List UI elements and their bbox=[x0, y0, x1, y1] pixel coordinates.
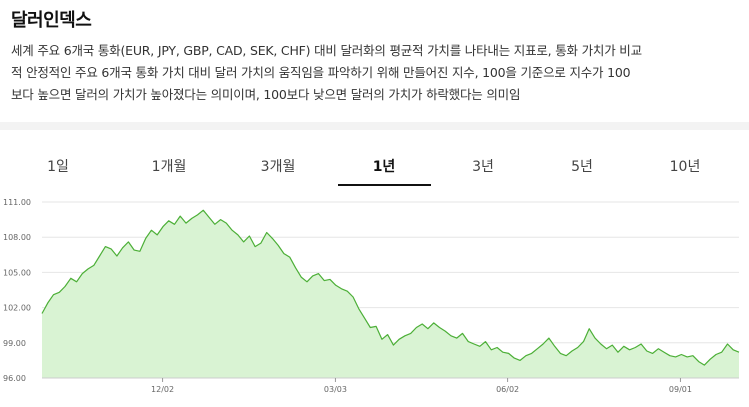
section-divider bbox=[0, 122, 749, 130]
y-tick-label: 96.00 bbox=[3, 374, 26, 383]
tab-1m[interactable]: 1개월 bbox=[151, 159, 187, 175]
y-tick-label: 111.00 bbox=[3, 198, 31, 207]
tab-1y[interactable]: 1년 bbox=[372, 159, 396, 175]
description-line: 세계 주요 6개국 통화(EUR, JPY, GBP, CAD, SEK, CH… bbox=[11, 43, 642, 58]
page-title: 달러인덱스 bbox=[11, 10, 92, 31]
x-tick-label: 03/03 bbox=[324, 385, 347, 394]
description-line: 적 안정적인 주요 6개국 통화 가치 대비 달러 가치의 움직임을 파악하기 … bbox=[11, 65, 631, 80]
tab-5y[interactable]: 5년 bbox=[571, 159, 593, 175]
series-area bbox=[42, 210, 739, 378]
tab-3m[interactable]: 3개월 bbox=[260, 159, 296, 175]
tab-10y[interactable]: 10년 bbox=[669, 159, 701, 175]
period-tabs: 1일 1개월 3개월 1년 3년 5년 10년 bbox=[0, 148, 749, 188]
y-tick-label: 108.00 bbox=[3, 233, 31, 242]
x-tick-label: 06/02 bbox=[496, 385, 519, 394]
series-line bbox=[41, 209, 740, 366]
description-line: 보다 높으면 달러의 가치가 높아졌다는 의미이며, 100보다 낮으면 달러의… bbox=[11, 87, 521, 102]
y-tick-label: 105.00 bbox=[3, 268, 31, 277]
description: 세계 주요 6개국 통화(EUR, JPY, GBP, CAD, SEK, CH… bbox=[11, 40, 741, 106]
tab-3y[interactable]: 3년 bbox=[472, 159, 494, 175]
y-tick-label: 99.00 bbox=[3, 339, 26, 348]
y-tick-label: 102.00 bbox=[3, 304, 31, 313]
x-tick-label: 12/02 bbox=[151, 385, 174, 394]
dollar-index-chart: 111.00 108.00 105.00 102.00 99.00 96.00 12/02 0… bbox=[3, 198, 740, 394]
tab-1d[interactable]: 1일 bbox=[47, 159, 69, 175]
active-tab-indicator bbox=[338, 184, 431, 186]
x-tick-label: 09/01 bbox=[669, 385, 692, 394]
